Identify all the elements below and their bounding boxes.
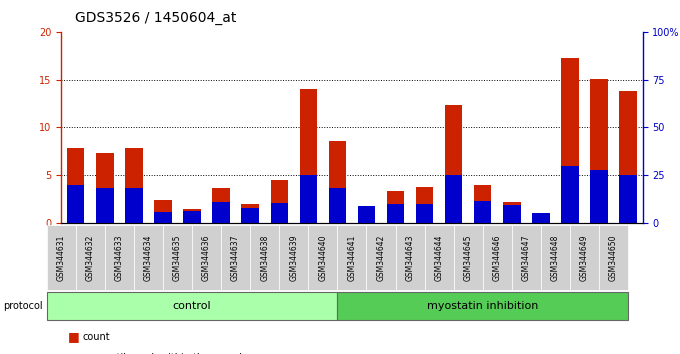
Text: GSM344646: GSM344646 [493, 234, 502, 281]
Text: GSM344642: GSM344642 [377, 234, 386, 281]
Bar [271, 180, 288, 223]
Text: GSM344641: GSM344641 [347, 234, 356, 281]
Text: ■: ■ [68, 352, 80, 354]
Bar [96, 188, 114, 223]
Bar [358, 206, 375, 223]
Bar [96, 153, 114, 223]
Text: GSM344635: GSM344635 [173, 234, 182, 281]
Text: GSM344645: GSM344645 [464, 234, 473, 281]
Bar [619, 175, 636, 223]
Text: GSM344648: GSM344648 [551, 234, 560, 281]
Bar [474, 185, 492, 223]
Bar [387, 204, 404, 223]
Text: GSM344637: GSM344637 [231, 234, 240, 281]
Bar [212, 188, 230, 223]
Bar [416, 204, 433, 223]
Text: control: control [173, 301, 211, 311]
Bar [358, 206, 375, 223]
Bar [154, 200, 171, 223]
Bar [590, 79, 608, 223]
Bar [416, 187, 433, 223]
Bar [503, 205, 520, 223]
Bar [125, 188, 143, 223]
Bar [328, 188, 346, 223]
Text: protocol: protocol [3, 301, 43, 311]
Bar [125, 148, 143, 223]
Text: GSM344647: GSM344647 [522, 234, 531, 281]
Text: GSM344640: GSM344640 [318, 234, 327, 281]
Text: GSM344631: GSM344631 [56, 234, 66, 281]
Bar [561, 58, 579, 223]
Bar [503, 202, 520, 223]
Text: GSM344644: GSM344644 [435, 234, 443, 281]
Bar [532, 212, 549, 223]
Bar [474, 201, 492, 223]
Bar [67, 148, 84, 223]
Bar [561, 166, 579, 223]
Bar [184, 211, 201, 223]
Bar [271, 203, 288, 223]
Text: myostatin inhibition: myostatin inhibition [427, 301, 539, 311]
Bar [241, 204, 259, 223]
Text: GSM344649: GSM344649 [580, 234, 589, 281]
Bar [532, 213, 549, 223]
Text: count: count [83, 332, 111, 342]
Bar [67, 185, 84, 223]
Bar [445, 104, 462, 223]
Text: GSM344639: GSM344639 [289, 234, 299, 281]
Text: GSM344632: GSM344632 [86, 234, 95, 281]
Text: GSM344638: GSM344638 [260, 234, 269, 281]
Text: GSM344650: GSM344650 [609, 234, 618, 281]
Bar [590, 171, 608, 223]
Bar [300, 175, 317, 223]
Bar [387, 192, 404, 223]
Bar [154, 212, 171, 223]
Text: GSM344636: GSM344636 [202, 234, 211, 281]
Text: GSM344634: GSM344634 [144, 234, 153, 281]
Bar [328, 141, 346, 223]
Bar [300, 89, 317, 223]
Bar [241, 208, 259, 223]
Bar [184, 209, 201, 223]
Bar [619, 91, 636, 223]
Text: GSM344633: GSM344633 [115, 234, 124, 281]
Bar [212, 202, 230, 223]
Text: GSM344643: GSM344643 [405, 234, 415, 281]
Bar [445, 175, 462, 223]
Text: ■: ■ [68, 330, 80, 343]
Text: percentile rank within the sample: percentile rank within the sample [83, 353, 248, 354]
Text: GDS3526 / 1450604_at: GDS3526 / 1450604_at [75, 11, 236, 25]
